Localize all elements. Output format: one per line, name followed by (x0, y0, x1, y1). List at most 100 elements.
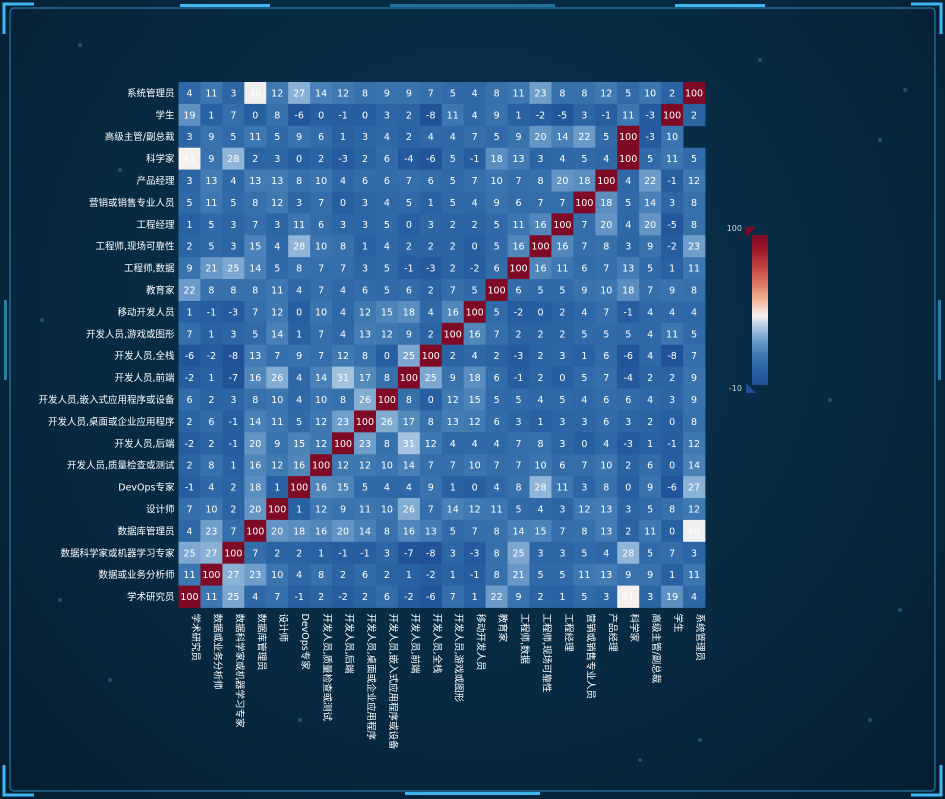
heatmap-cell (222, 454, 245, 477)
heatmap-cell (266, 191, 289, 214)
heatmap-cell (661, 125, 684, 149)
heatmap-cell-label: 5 (559, 286, 565, 297)
heatmap-cell-label: 4 (647, 307, 653, 318)
heatmap-cell-label: 9 (340, 504, 346, 515)
heatmap-cell-label: 12 (688, 504, 700, 515)
heatmap-cell (639, 454, 662, 477)
heatmap-cell-label: 14 (359, 526, 371, 537)
heatmap-cell-label: 3 (186, 176, 192, 187)
heatmap-cell-label: 4 (296, 286, 302, 297)
heatmap-cell (266, 322, 289, 346)
heatmap-cell (683, 235, 706, 258)
heatmap-cell-label: -6 (426, 592, 435, 603)
heatmap-cell-label: 8 (362, 88, 368, 99)
heatmap-cell-label: 28 (534, 483, 546, 494)
heatmap-cell-label: 4 (472, 110, 478, 121)
heatmap-cell-label: 5 (647, 264, 653, 275)
heatmap-cell (222, 213, 245, 236)
heatmap-cell (419, 498, 443, 521)
y-tick-label: 工程师,数据 (124, 263, 175, 275)
heatmap-cell-label: 2 (208, 439, 214, 450)
heatmap-cell-label: 8 (537, 439, 543, 450)
heatmap-cell-label: -1 (229, 417, 238, 428)
heatmap-cell-label: 28 (227, 154, 239, 165)
heatmap-cell-label: 4 (581, 307, 587, 318)
heatmap-cell-label: 12 (337, 351, 349, 362)
heatmap-cell-label: 11 (578, 570, 590, 581)
heatmap-cell (244, 563, 267, 587)
heatmap-cell (661, 300, 684, 324)
heatmap-cell-label: 1 (208, 329, 214, 340)
heatmap-cell-label: 16 (447, 307, 459, 318)
heatmap-cell-label: 7 (318, 286, 324, 297)
heatmap-cell-label: 1 (208, 110, 214, 121)
heatmap-cell (332, 103, 355, 127)
heatmap-cell-label: 15 (249, 242, 261, 253)
heatmap-cell (595, 147, 618, 170)
heatmap-cell-label: 5 (581, 154, 587, 165)
colorbar-max-marker (746, 227, 756, 237)
heatmap-cell-label: 4 (296, 373, 302, 384)
heatmap-cell-label: 10 (666, 132, 678, 143)
heatmap-cell-label: 10 (534, 461, 546, 472)
heatmap-cell-label: 5 (537, 570, 543, 581)
heatmap-cell-label: 16 (315, 526, 327, 537)
heatmap-cell (595, 476, 618, 499)
heatmap-cell (397, 125, 421, 149)
heatmap-cell (529, 519, 552, 543)
heatmap-cell-label: 14 (315, 88, 327, 99)
heatmap-cell-label: 1 (296, 504, 302, 515)
heatmap-cell (595, 585, 618, 608)
heatmap-cell (639, 191, 662, 214)
heatmap-cell (178, 169, 201, 192)
x-tick-label: 科学家 (628, 614, 640, 643)
heatmap-cell (639, 498, 662, 521)
heatmap-cell (244, 541, 267, 565)
heatmap-cell-label: 5 (274, 264, 280, 275)
heatmap-cell-label: 4 (340, 176, 346, 187)
heatmap-cell (244, 410, 267, 433)
heatmap-cell-label: 5 (494, 132, 500, 143)
heatmap-cell (683, 388, 706, 411)
heatmap-cell (222, 563, 245, 587)
heatmap-cell-label: 8 (494, 548, 500, 559)
heatmap-cell-label: 11 (205, 592, 217, 603)
heatmap-cell (507, 213, 530, 236)
heatmap-cell (222, 519, 245, 543)
heatmap-cell-label: -4 (404, 154, 413, 165)
heatmap-cell (617, 454, 640, 477)
heatmap-cell (683, 279, 706, 302)
heatmap-cell (397, 454, 421, 477)
heatmap-cell-label: 100 (444, 329, 462, 340)
heatmap-cell (419, 410, 443, 433)
heatmap-cell-label: 15 (469, 395, 481, 406)
heatmap-cell-label: 7 (318, 329, 324, 340)
heatmap-cell-label: 31 (337, 373, 349, 384)
heatmap-cell-label: 13 (249, 176, 261, 187)
heatmap-cell (661, 169, 684, 192)
heatmap-cell-label: -2 (185, 439, 194, 450)
heatmap-cell-label: 6 (603, 351, 609, 362)
heatmap-cell (529, 125, 552, 149)
heatmap-cell (200, 279, 223, 302)
heatmap-cell (529, 563, 552, 587)
heatmap-cell-label: 0 (669, 526, 675, 537)
heatmap-cell-label: 10 (315, 395, 327, 406)
heatmap-cell-label: 2 (647, 417, 653, 428)
heatmap-cell (573, 213, 596, 236)
heatmap-cell (375, 476, 399, 499)
heatmap-cell-label: 13 (600, 504, 612, 515)
heatmap-cell-label: 100 (553, 220, 571, 231)
colorbar-max-label: 100 (727, 224, 742, 233)
heatmap-cell (661, 344, 684, 368)
heatmap-cell-label: 15 (381, 307, 393, 318)
heatmap-cell-label: 10 (205, 504, 217, 515)
heatmap-cell-label: 31 (403, 439, 415, 450)
heatmap-cell (419, 454, 443, 477)
heatmap-cell-label: 16 (249, 373, 261, 384)
heatmap-cell-label: 5 (450, 88, 456, 99)
heatmap-cell (200, 585, 223, 608)
heatmap-cell-label: 12 (381, 329, 393, 340)
heatmap-cell-label: 16 (469, 329, 481, 340)
y-tick-label: 开发人员,质量检查或测试 (67, 460, 175, 472)
